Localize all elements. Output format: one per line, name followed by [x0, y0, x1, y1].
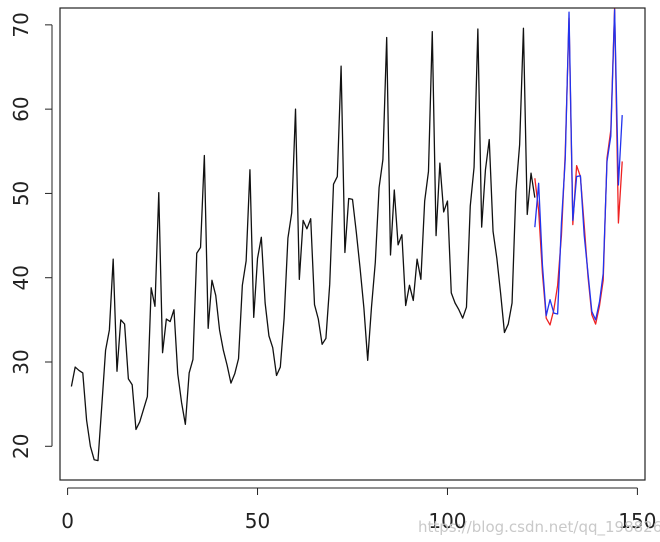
- plot-area-frame: [59, 7, 646, 481]
- y-tick-label: 40: [9, 265, 33, 290]
- x-tick-label: 0: [61, 509, 74, 533]
- series-line-2: [534, 8, 623, 326]
- y-tick-label: 70: [9, 12, 33, 37]
- y-tick-label: 60: [9, 96, 33, 121]
- x-tick-label: 50: [245, 509, 270, 533]
- series-layer: [70, 8, 623, 462]
- axes: 0 50 100 150 20 30 40 50 60 70: [9, 12, 656, 533]
- series-line-1: [70, 27, 536, 462]
- x-tick-label: 150: [618, 509, 656, 533]
- watermark-text: https://blog.csdn.net/qq_19882601: [418, 518, 660, 537]
- y-tick-label: 30: [9, 349, 33, 374]
- y-tick-label: 20: [9, 434, 33, 459]
- series-line-3: [534, 9, 623, 321]
- y-tick-label: 50: [9, 181, 33, 206]
- x-tick-label: 100: [428, 509, 466, 533]
